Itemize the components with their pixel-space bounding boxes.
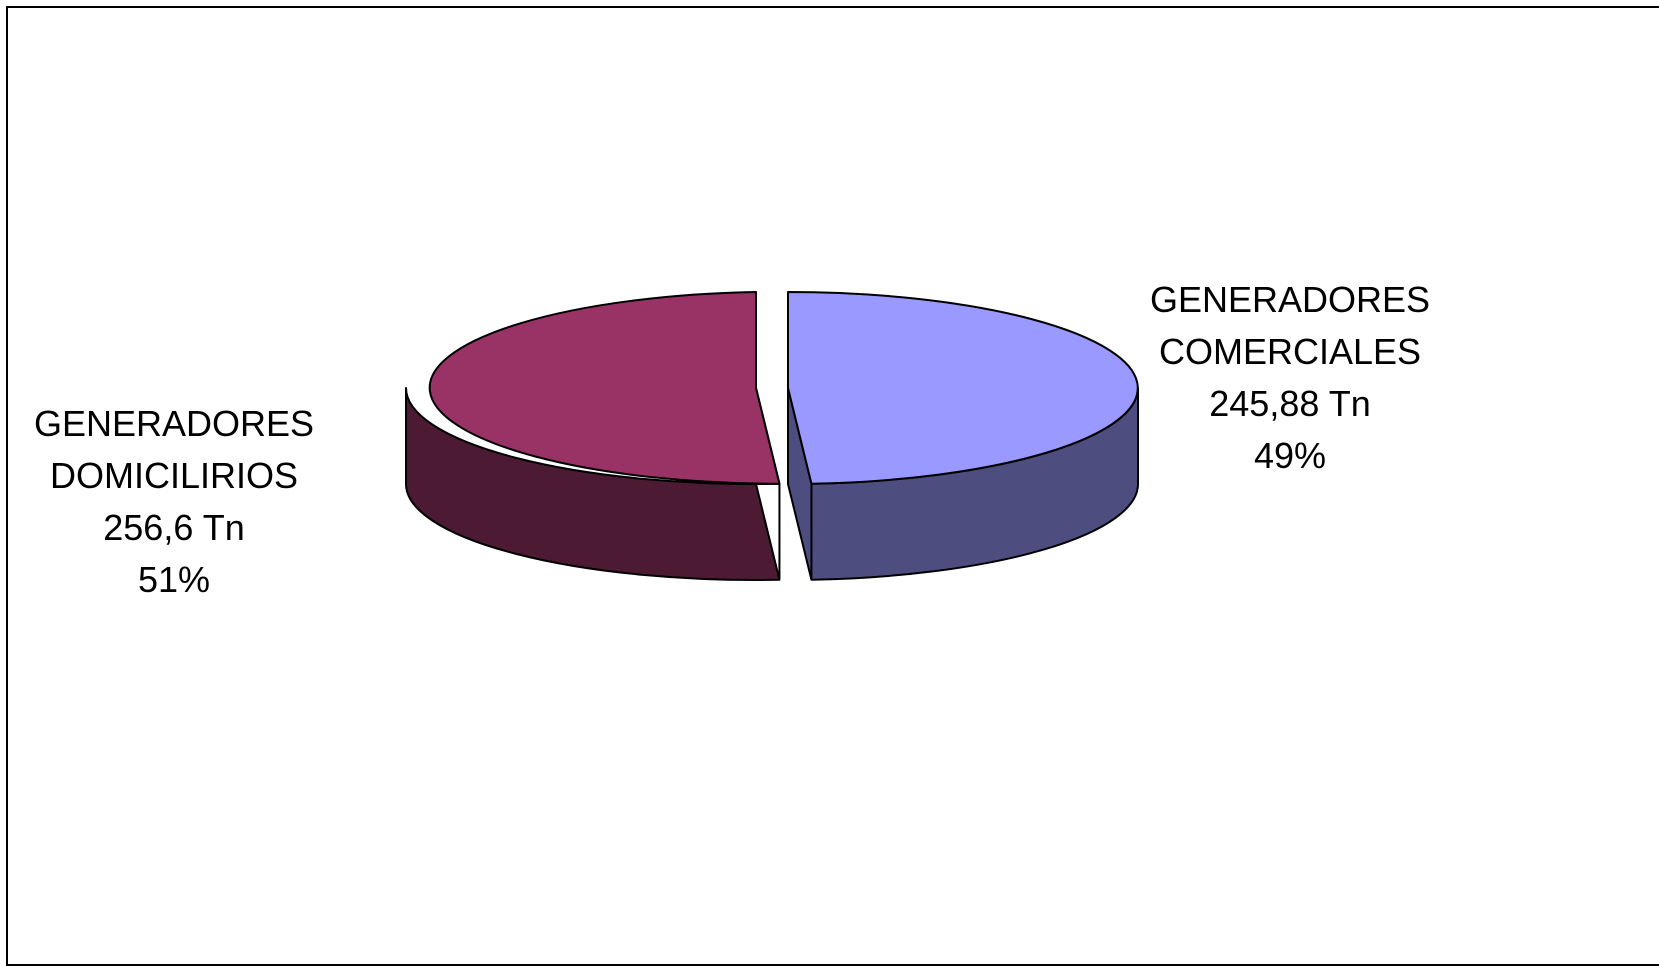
slice-label-domicilios: GENERADORES DOMICILIRIOS 256,6 Tn 51%: [34, 398, 314, 606]
pie-slice-comerciales-top: [787, 291, 1139, 485]
pie-chart: [405, 291, 1139, 581]
slice-percent-domicilios: 51%: [137, 559, 211, 600]
slice-value-comerciales: 245,88 Tn: [1209, 383, 1371, 424]
slice-value-domicilios: 256,6 Tn: [103, 507, 245, 548]
slice-label-comerciales-line1: GENERADORES: [1149, 279, 1431, 320]
pie-slice-domicilios-top: [428, 291, 781, 485]
pie-slice-comerciales: [787, 291, 1139, 581]
slice-percent-comerciales: 49%: [1253, 435, 1327, 476]
slice-label-domicilios-line1: GENERADORES: [33, 403, 315, 444]
slice-label-comerciales: GENERADORES COMERCIALES 245,88 Tn 49%: [1150, 274, 1430, 482]
slice-label-domicilios-line2: DOMICILIRIOS: [49, 455, 299, 496]
slice-label-comerciales-line2: COMERCIALES: [1158, 331, 1422, 372]
pie-slice-domicilios: [405, 291, 781, 581]
